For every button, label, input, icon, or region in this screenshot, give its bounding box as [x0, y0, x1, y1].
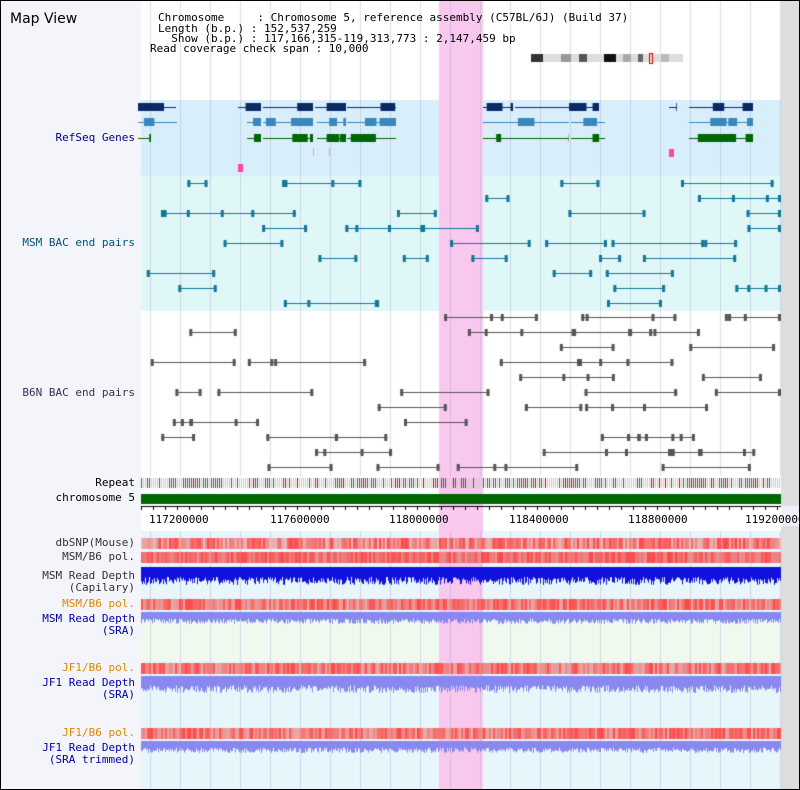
msm-b6-pol2-label: MSM/B6 pol.	[62, 597, 135, 610]
msm-read-depth-label: MSM Read Depth (Capilary)	[42, 569, 135, 594]
msm-b6-pol-label: MSM/B6 pol.	[62, 550, 135, 563]
axis-tick-label: 119200000	[745, 513, 800, 526]
jf1-b6-pol-label: JF1/B6 pol.	[62, 661, 135, 674]
coverage-span-info: Read coverage check span : 10,000	[150, 42, 369, 55]
repeat-label: Repeat	[95, 476, 135, 489]
jf1-read-depth-sra-label: JF1 Read Depth (SRA)	[42, 676, 135, 701]
chromosome-label: chromosome 5	[55, 491, 135, 504]
b6n-bac-label: B6N BAC end pairs	[22, 386, 135, 399]
length-info: Length (b.p.) : 152,537,259	[158, 22, 337, 35]
show-range-info: Show (b.p.) : 117,166,315-119,313,773 : …	[158, 32, 516, 45]
dbsnp-label: dbSNP(Mouse)	[55, 536, 135, 549]
refseq-genes-label: RefSeq Genes	[55, 131, 135, 144]
page-title: Map View	[10, 11, 78, 27]
axis-tick-label: 118800000	[628, 513, 688, 526]
axis-tick-label: 117600000	[270, 513, 330, 526]
chromosome-info: Chromosome : Chromosome 5, reference ass…	[158, 11, 629, 24]
axis-tick-label: 118000000	[389, 513, 449, 526]
axis-tick-label: 118400000	[509, 513, 569, 526]
axis-tick-label: 117200000	[149, 513, 209, 526]
jf1-b6-pol2-label: JF1/B6 pol.	[62, 726, 135, 739]
msm-read-depth-sra-label: MSM Read Depth (SRA)	[42, 612, 135, 637]
jf1-read-depth-trim-label: JF1 Read Depth (SRA trimmed)	[42, 741, 135, 766]
msm-bac-label: MSM BAC end pairs	[22, 236, 135, 249]
